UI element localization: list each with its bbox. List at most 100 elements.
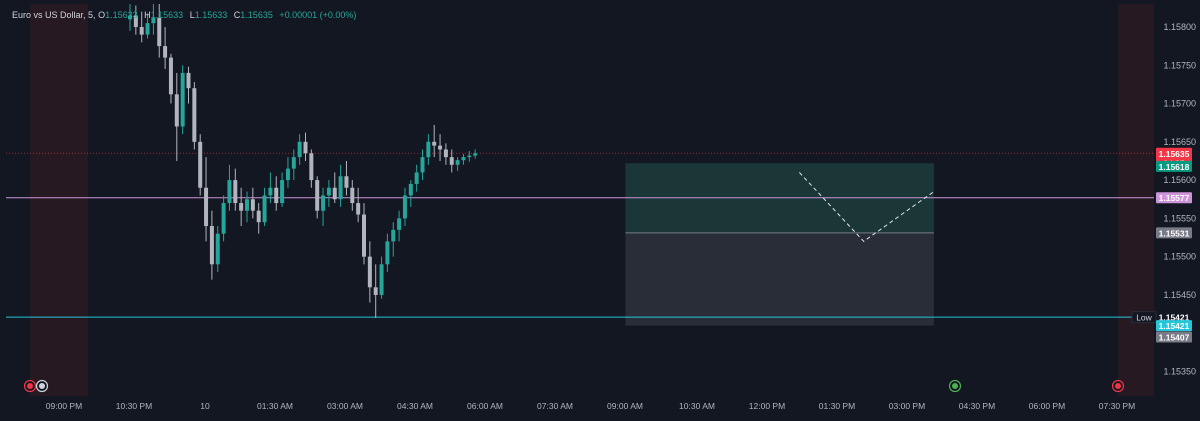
legend-close-value: 1.15635 [240, 10, 273, 20]
candle-body [350, 187, 355, 204]
time-axis-label: 03:00 PM [889, 401, 925, 411]
time-axis-label: 06:00 PM [1029, 401, 1065, 411]
legend-open-value: 1.15633 [105, 10, 138, 20]
candle-body [139, 26, 144, 35]
projection-path [798, 172, 935, 243]
candle-body [414, 172, 419, 184]
candle-body [239, 203, 244, 211]
candle-body [250, 199, 255, 211]
price-tag-prefix: Low [1136, 313, 1152, 323]
price-axis-bg [1156, 0, 1200, 421]
candle-body [467, 155, 472, 158]
price-tag-bg [1156, 331, 1192, 343]
time-axis-label: 07:30 AM [537, 401, 573, 411]
time-axis-label: 03:00 AM [327, 401, 363, 411]
candle-body [180, 72, 185, 127]
price-tag-bg [1156, 227, 1192, 239]
candle-body [397, 218, 402, 230]
candle-body [367, 256, 372, 288]
candle-body [285, 168, 290, 181]
candle-body [157, 17, 162, 47]
legend-low-label: L [189, 10, 195, 20]
session-flag-red-left-icon-dot [27, 383, 33, 389]
candle-body [274, 187, 279, 204]
time-axis-label: 04:30 PM [959, 401, 995, 411]
candle-body [420, 157, 425, 173]
candle-body [256, 210, 261, 223]
session-shade-left [30, 4, 88, 396]
candle-body [356, 203, 361, 215]
price-tag-label: 1.15635 [1159, 149, 1190, 159]
candle-body [215, 233, 220, 265]
ohlc-legend: Euro vs US Dollar, 5, O1.15633 H1.15633 … [12, 10, 357, 20]
candle-body [455, 160, 460, 165]
candle-body [262, 195, 267, 223]
candle-body [192, 88, 197, 142]
candle-body [233, 180, 238, 204]
candle-body [227, 180, 232, 204]
candle-body [402, 195, 407, 219]
candle-body [186, 72, 191, 89]
legend-open-label: O [98, 10, 106, 20]
candle-body [391, 229, 396, 242]
time-axis-label: 10:30 PM [116, 401, 152, 411]
candle-body [473, 153, 478, 156]
time-axis-label: 10 [200, 401, 210, 411]
price-axis-tick: 1.15700 [1163, 99, 1196, 109]
candle-body [326, 187, 331, 196]
price-tag-bg [1156, 320, 1192, 332]
candle-body [338, 176, 343, 200]
price-axis-tick: 1.15750 [1163, 60, 1196, 70]
time-axis-label: 01:30 AM [257, 401, 293, 411]
candle-body [373, 287, 378, 295]
time-axis-label: 04:30 AM [397, 401, 433, 411]
candle-body [449, 157, 454, 165]
price-tag-bg [1156, 160, 1192, 172]
candle-body [198, 141, 203, 188]
candle-body [344, 176, 349, 188]
candle-body [321, 195, 326, 211]
price-tag-bg [1156, 192, 1192, 204]
candle-body [280, 180, 285, 204]
price-axis-tick: 1.15650 [1163, 137, 1196, 147]
candle-body [443, 149, 448, 158]
price-tag-label: 1.15531 [1159, 228, 1190, 238]
legend-close-label: C [233, 10, 241, 20]
candle-body [438, 145, 443, 150]
candle-body [151, 17, 156, 24]
candle-body [128, 15, 132, 20]
legend-interval: 5, [88, 10, 96, 20]
legend-high-label: H [144, 10, 151, 20]
legend-low-value: 1.15633 [194, 10, 228, 20]
legend-high-value: 1.15633 [150, 10, 184, 20]
session-flag-red-right-icon-dot [1115, 383, 1121, 389]
price-axis-tick: 1.15550 [1163, 213, 1196, 223]
price-tag-label: 1.15618 [1159, 162, 1190, 172]
time-axis-label: 06:00 AM [467, 401, 503, 411]
candle-body [268, 187, 273, 196]
price-axis-tick: 1.15800 [1163, 22, 1196, 32]
time-axis-label: 12:00 PM [749, 401, 785, 411]
candle-body [221, 203, 226, 234]
time-axis-label: 09:00 PM [46, 401, 82, 411]
price-tag-label: 1.15421 [1159, 321, 1190, 331]
price-axis-tick: 1.15600 [1163, 175, 1196, 185]
time-axis-label: 01:30 PM [819, 401, 855, 411]
price-tag-prefix-bg [1131, 311, 1157, 324]
candles-group [128, 4, 478, 318]
candle-body [291, 157, 296, 169]
time-axis-label: 07:30 PM [1099, 401, 1135, 411]
time-axis-label: 09:00 AM [607, 401, 643, 411]
candle-body [168, 57, 173, 95]
position-stop-zone [625, 232, 934, 326]
candle-body [432, 141, 437, 146]
session-shade-right [1118, 4, 1154, 396]
candle-body [245, 199, 249, 211]
candle-body [174, 94, 179, 127]
price-axis-tick: 1.15350 [1163, 367, 1196, 377]
candle-body [133, 15, 138, 27]
candle-body [385, 241, 390, 265]
price-tag-label: 1.15577 [1159, 193, 1190, 203]
